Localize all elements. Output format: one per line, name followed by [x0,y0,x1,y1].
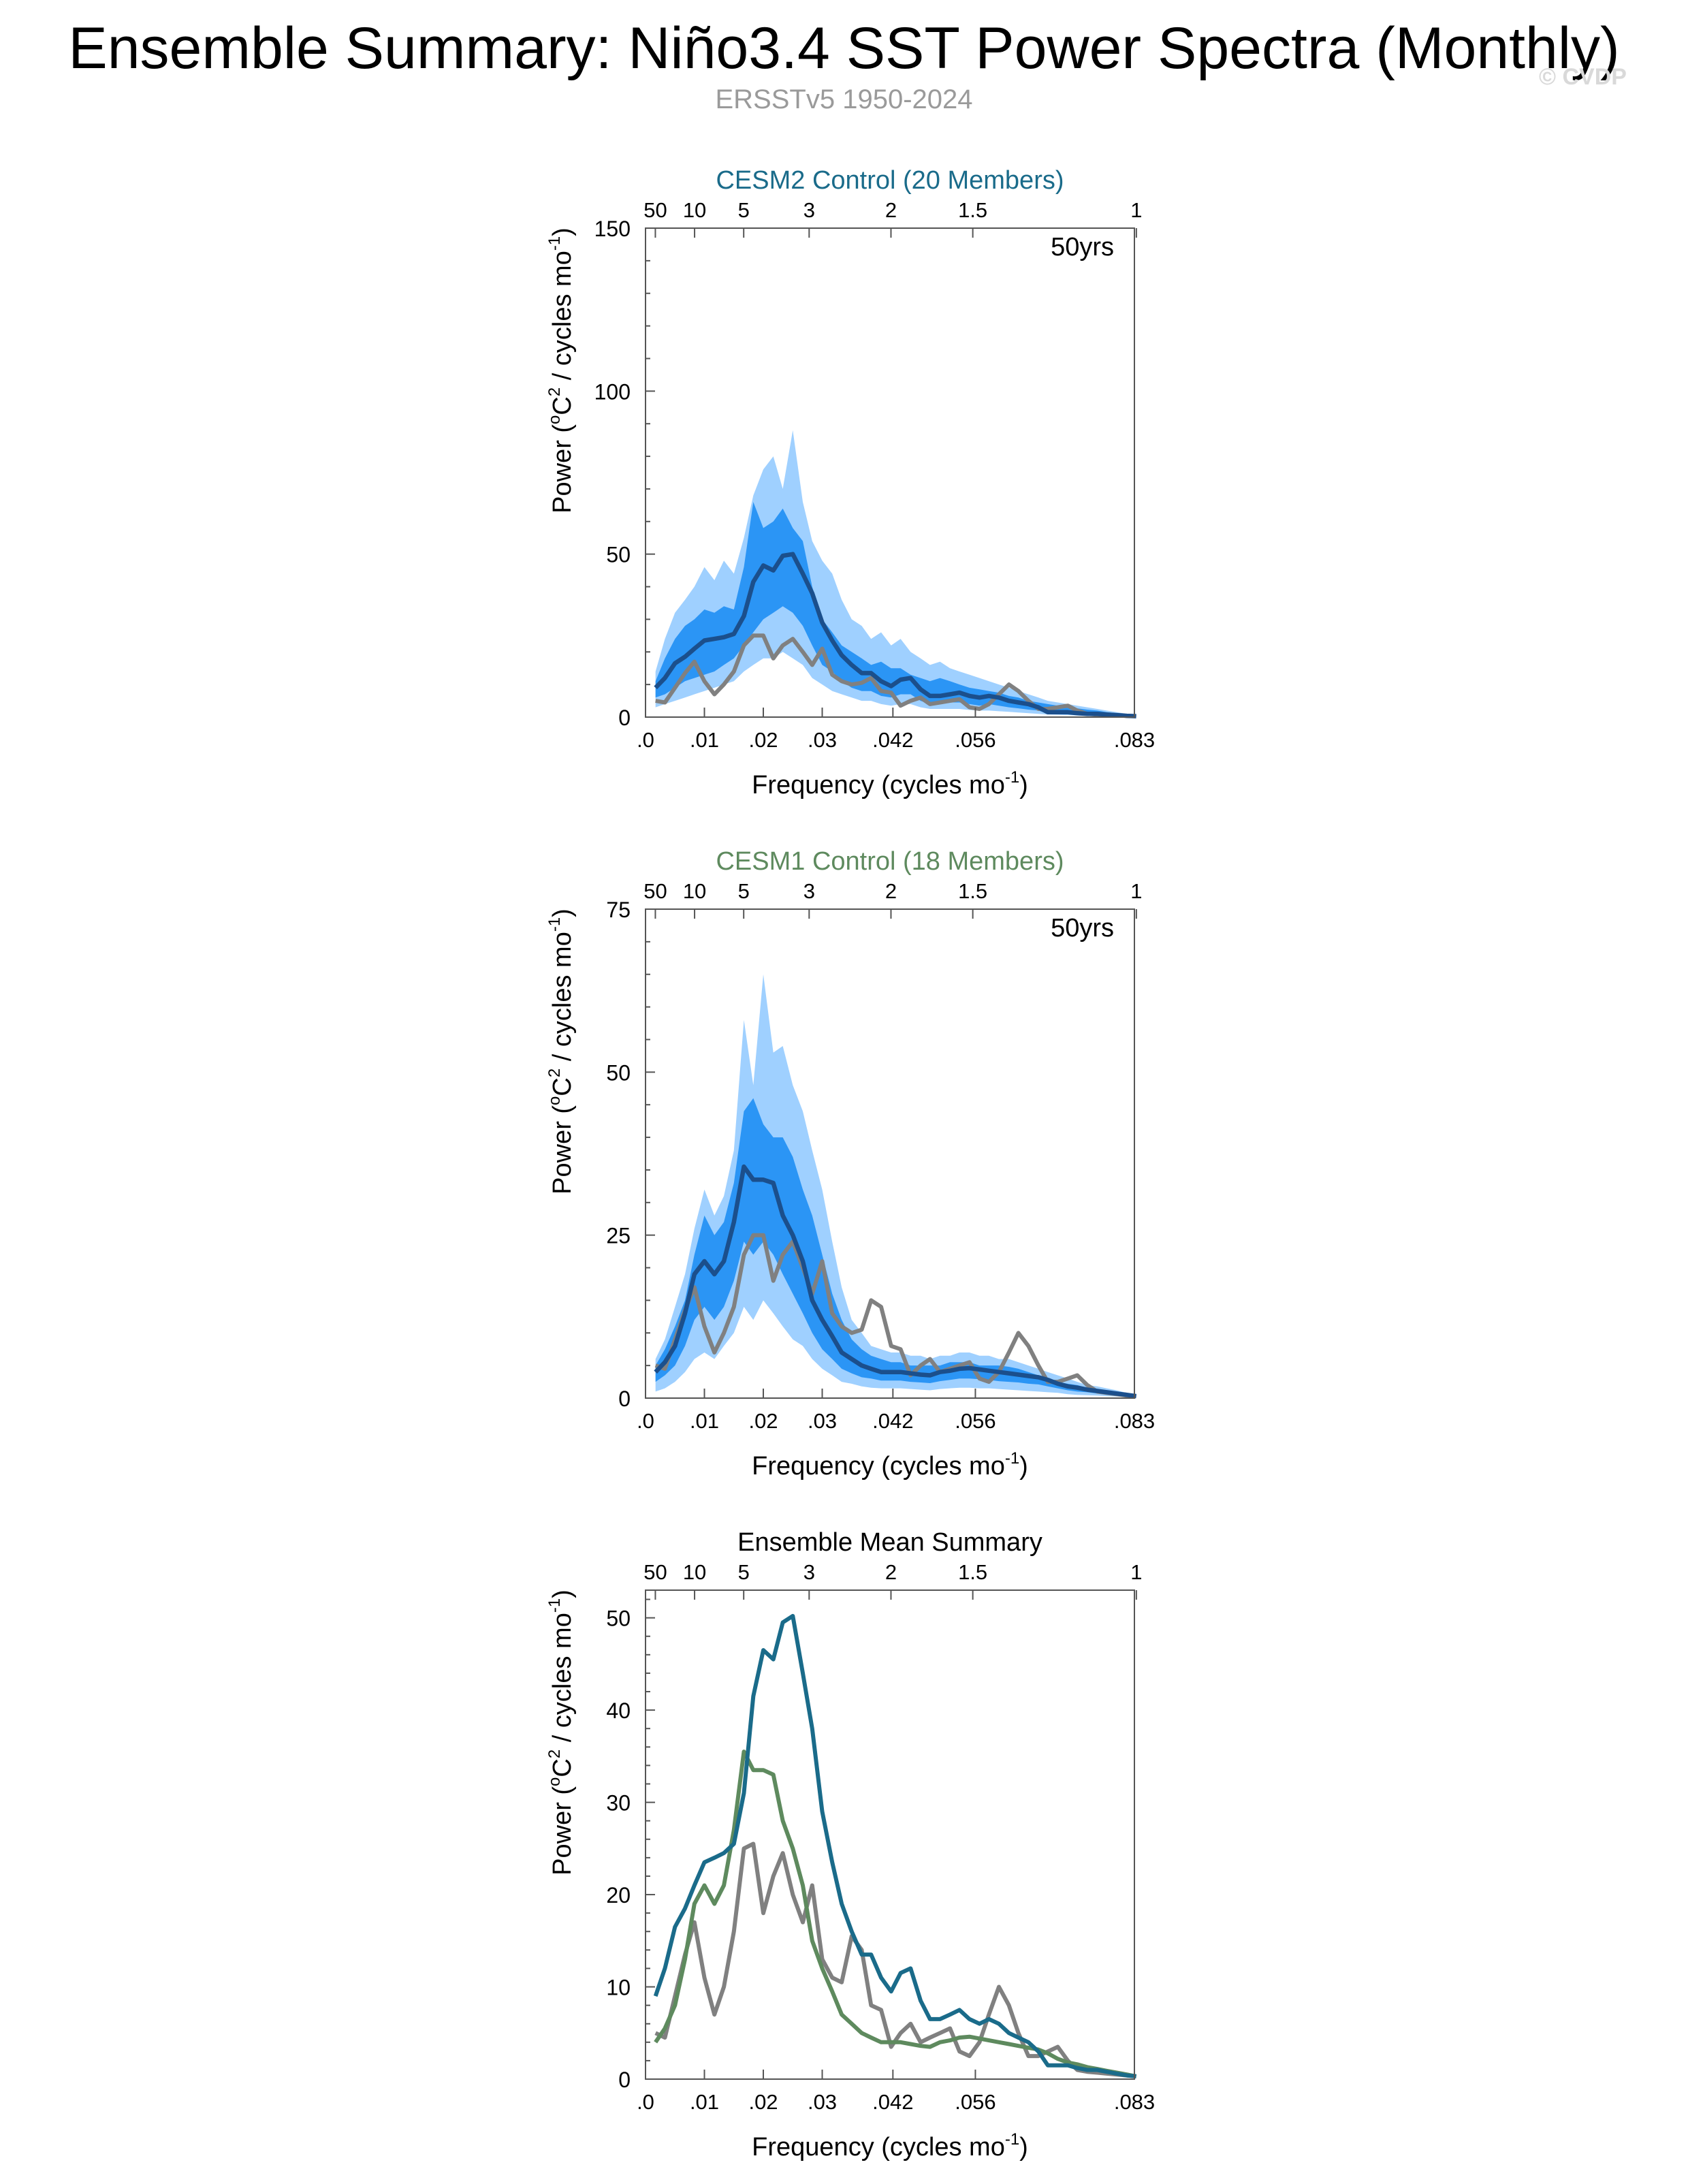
y-tick-label: 100 [594,379,631,404]
y-tick-label: 10 [606,1976,631,2000]
chart-panel-3: Ensemble Mean Summary 0 10 20 30 40 50 .0 .01 .02… [545,1528,1155,2162]
x-tick-label: .042 [872,728,913,752]
period-tick-label: 10 [683,879,706,903]
y-axis-label: Power (oC2 / cycles mo-1) [545,227,577,513]
period-annotation: 50yrs [1051,233,1114,262]
observed-spectrum-line [655,633,1136,718]
outer-spread-band [655,430,1136,717]
y-tick-label: 0 [618,2068,631,2092]
period-tick-label: 3 [803,879,815,903]
observed-spectrum-line [654,1841,1136,2078]
y-tick-label: 20 [606,1883,631,1908]
x-tick-label: .056 [955,728,996,752]
period-tick-label: 1.5 [958,198,987,222]
cesm1-mean-line [654,1750,1137,2078]
chart-panel-2: CESM1 Control (18 Members)50yrs0255075.0… [545,847,1155,1481]
y-tick-label: 50 [606,1607,631,1631]
period-tick-label: 50 [643,198,667,222]
x-tick-label: .042 [872,1409,913,1433]
period-tick-label: 10 [683,1560,706,1584]
x-tick-label: .02 [748,728,778,752]
period-tick-label: 3 [803,1560,815,1584]
plot-frame [645,908,1135,1399]
period-tick-label: 1 [1130,198,1142,222]
x-tick-label: .03 [808,2090,837,2114]
x-tick-label: .0 [637,1409,654,1433]
x-tick-label: .083 [1114,2090,1155,2114]
plot-frame [645,227,1135,718]
x-tick-label: .0 [637,728,654,752]
period-tick-label: 5 [738,1560,750,1584]
x-tick-label: .01 [690,1409,719,1433]
y-axis-label: Power (oC2 / cycles mo-1) [545,1589,577,1876]
period-tick-label: 1 [1130,879,1142,903]
inner-spread-band [655,1098,1136,1397]
y-tick-label: 50 [606,543,631,567]
period-tick-label: 1.5 [958,1560,987,1584]
x-tick-label: .03 [808,728,837,752]
period-tick-label: 50 [643,1560,667,1584]
x-tick-label: .083 [1114,1409,1155,1433]
x-tick-label: .056 [955,2090,996,2114]
x-tick-label: .0 [637,2090,654,2114]
period-tick-label: 1 [1130,1560,1142,1584]
period-tick-label: 50 [643,879,667,903]
period-tick-label: 1.5 [958,879,987,903]
y-tick-label: 40 [606,1698,631,1723]
x-axis-label: Frequency (cycles mo-1) [752,2130,1028,2162]
copyright-watermark: © CVDP [1539,64,1627,90]
cesm2-mean-line [653,1613,1136,2078]
page-title: Ensemble Summary: Niño3.4 SST Power Spec… [68,16,1620,81]
ensemble-mean-line [654,1164,1137,1399]
x-axis-label: Frequency (cycles mo-1) [752,768,1028,800]
y-axis-label: Power (oC2 / cycles mo-1) [545,908,577,1194]
ensemble-mean-line [654,552,1136,718]
y-tick-label: 30 [606,1791,631,1816]
inner-spread-band [655,502,1136,716]
x-tick-label: .02 [748,2090,778,2114]
y-tick-label: 150 [594,217,631,241]
x-axis-label: Frequency (cycles mo-1) [752,1449,1028,1481]
x-tick-label: .01 [690,2090,719,2114]
period-tick-label: 5 [738,198,750,222]
x-tick-label: .056 [955,1409,996,1433]
period-tick-label: 2 [885,1560,897,1584]
y-tick-label: 0 [618,706,631,730]
x-tick-label: .03 [808,1409,837,1433]
period-tick-label: 3 [803,198,815,222]
chart-title: CESM1 Control (18 Members) [716,847,1064,876]
y-tick-label: 50 [606,1060,631,1085]
chart-title: CESM2 Control (20 Members) [716,166,1064,195]
x-tick-label: .01 [690,728,719,752]
period-tick-label: 5 [738,879,750,903]
x-tick-label: .042 [872,2090,913,2114]
x-tick-label: .083 [1114,728,1155,752]
y-tick-label: 0 [618,1387,631,1411]
x-tick-label: .02 [748,1409,778,1433]
period-tick-label: 2 [885,198,897,222]
outer-spread-band [655,974,1136,1397]
chart-title: Ensemble Mean Summary [737,1528,1042,1557]
period-tick-label: 10 [683,198,706,222]
page-subtitle: ERSSTv5 1950-2024 [715,84,973,114]
y-tick-label: 75 [606,898,631,922]
y-tick-label: 25 [606,1224,631,1248]
plot-frame [645,1589,1135,2080]
chart-panel-1: CESM2 Control (20 Members)50yrs050100150… [545,166,1155,800]
period-annotation: 50yrs [1051,914,1114,943]
period-tick-label: 2 [885,879,897,903]
